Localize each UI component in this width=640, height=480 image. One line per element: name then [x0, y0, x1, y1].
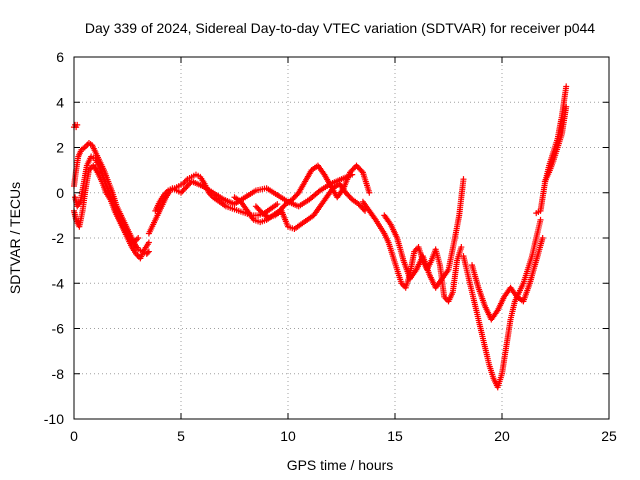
series-trace-i [381, 176, 467, 291]
y-tick-label: -2 [52, 230, 65, 246]
chart-title: Day 339 of 2024, Sidereal Day-to-day VTE… [85, 20, 595, 36]
y-tick-label: 2 [56, 140, 64, 156]
data-point [145, 239, 152, 246]
y-tick-label: 4 [56, 94, 64, 110]
data-series [71, 83, 570, 391]
data-point [563, 103, 570, 110]
data-point [274, 201, 281, 208]
x-tick-label: 20 [494, 428, 510, 444]
series-trace-j [460, 216, 544, 391]
x-tick-label: 0 [70, 428, 78, 444]
y-tick-label: -6 [52, 321, 65, 337]
y-tick-label: -8 [52, 366, 65, 382]
data-point [358, 168, 365, 175]
y-axis-title: SDTVAR / TECUs [7, 182, 23, 294]
data-point [563, 83, 570, 90]
series-trace-l [533, 83, 570, 217]
y-tick-label: 0 [56, 185, 64, 201]
x-tick-label: 15 [387, 428, 403, 444]
x-axis-title: GPS time / hours [287, 457, 394, 473]
x-tick-label: 10 [280, 428, 296, 444]
series-trace-f [231, 162, 373, 226]
y-tick-label: -10 [44, 411, 64, 427]
y-tick-label: 6 [56, 49, 64, 65]
series-trace-h [359, 198, 465, 305]
series-trace-k [469, 235, 546, 323]
y-tick-label: -4 [52, 275, 65, 291]
data-point [145, 248, 152, 255]
data-point [539, 235, 546, 241]
series-trace-g [252, 180, 369, 232]
data-point [537, 216, 544, 223]
series-trace-m [541, 103, 570, 185]
x-tick-label: 5 [177, 428, 185, 444]
data-point [366, 189, 373, 196]
data-point [460, 176, 467, 183]
data-point [135, 235, 142, 241]
axes: 0 5 10 15 20 25 -10 -8 -6 -4 -2 0 2 4 6 [44, 49, 617, 444]
series-trace-c [72, 153, 142, 246]
data-point [74, 121, 81, 128]
x-tick-label: 25 [601, 428, 617, 444]
data-point [458, 244, 465, 251]
